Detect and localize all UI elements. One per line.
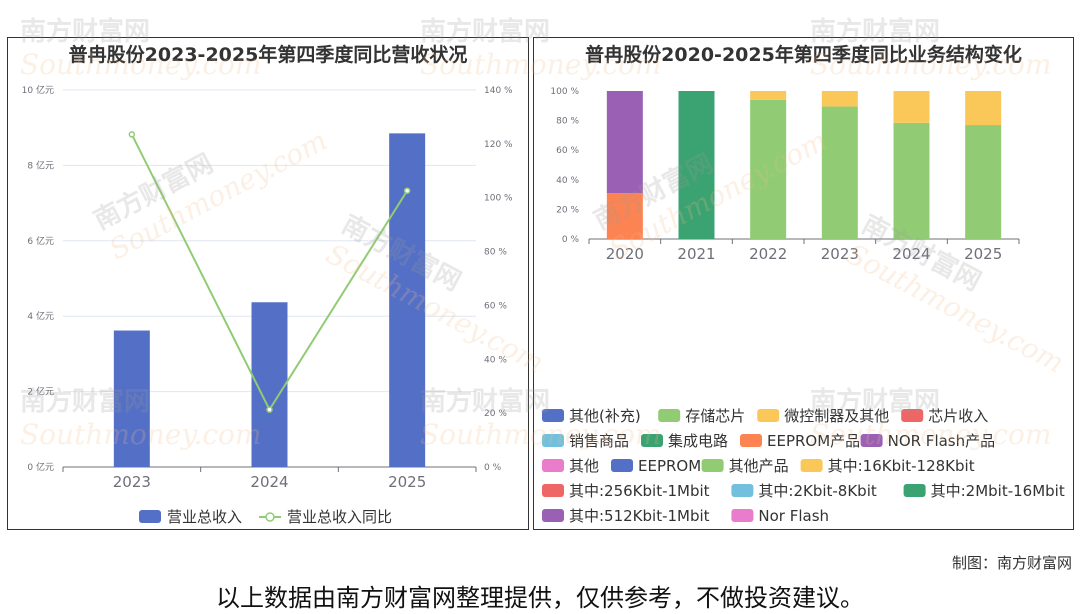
stacked-bar-segment [821,106,858,239]
legend-swatch [731,509,754,522]
legend-swatch [542,409,564,422]
y-tick-label: 0 % [562,235,580,245]
x-tick-label: 2025 [388,473,426,491]
stacked-bar-segment [893,122,930,239]
legend-swatch [731,484,754,497]
legend-swatch [658,409,681,422]
right-chart-title: 普冉股份2020-2025年第四季度同比业务结构变化 [585,44,1022,66]
left-y-tick-label: 4 亿元 [27,310,54,322]
legend-swatch [800,459,823,472]
left-y-tick-label: 6 亿元 [27,235,54,247]
stacked-bar-segment [678,91,715,239]
stacked-bar-segment [606,91,643,194]
legend-swatch [542,434,564,447]
right-y-tick-label: 0 % [484,463,502,473]
legend-label: 其他 [569,457,599,475]
yoy-growth-point [128,131,136,138]
y-tick-label: 100 % [550,87,579,97]
business-structure-chart: 0 % 20 % 40 % 60 % 80 % 100 % 2020 2021 2022 2023… [542,87,1065,525]
legend-label: 其中:512Kbit-1Mbit [569,507,710,525]
stacked-bar-segment [821,91,858,107]
legend-label: 其中:256Kbit-1Mbit [569,482,710,500]
legend-swatch [903,484,926,497]
revenue-bar [113,330,150,467]
legend-label: 营业总收入 [167,508,242,526]
stacked-bar-segment [750,91,787,100]
right-y-tick-label: 20 % [484,409,507,419]
left-y-tick-label: 10 亿元 [22,84,54,96]
legend-swatch [542,459,564,472]
legend-swatch [611,459,633,472]
right-y-tick-label: 100 % [484,194,513,204]
legend-label: 其中:2Kbit-8Kbit [758,482,876,500]
legend-swatch [542,484,564,497]
stacked-bar-segment [893,91,930,123]
right-y-tick-label: 80 % [484,248,507,258]
x-tick-label: 2023 [113,473,151,491]
left-chart-title: 普冉股份2023-2025年第四季度同比营收状况 [68,44,468,66]
yoy-growth-point [266,406,273,413]
legend-label: 销售商品 [569,432,629,450]
x-tick-label: 2020 [606,245,644,263]
legend-label: 营业总收入同比 [287,508,392,526]
legend-label: Nor Flash [758,507,829,525]
stacked-bar-segment [965,91,1002,126]
y-tick-label: 40 % [556,176,579,186]
x-tick-label: 2022 [749,245,787,263]
legend-label: 芯片收入 [928,407,988,425]
legend-swatch [757,409,780,422]
y-tick-label: 60 % [556,146,579,156]
y-tick-label: 20 % [556,205,579,215]
legend-swatch [860,434,883,447]
revenue-chart: 0 亿元 2 亿元 4 亿元 6 亿元 8 亿元 10 亿元 0 % 20 % 40 % 60 %… [22,84,513,526]
legend-label: NOR Flash产品 [888,432,996,450]
stacked-bar-segment [965,125,1002,239]
legend-label: 其他产品 [729,457,789,475]
legend-label: EEPROM [638,457,701,475]
left-y-tick-label: 2 亿元 [27,386,54,398]
x-tick-label: 2021 [677,245,715,263]
legend-swatch [740,434,762,447]
right-y-tick-label: 60 % [484,301,507,311]
revenue-bar [389,133,426,467]
legend-label: 其中:16Kbit-128Kbit [828,457,975,475]
right-y-tick-label: 40 % [484,355,507,365]
right-y-tick-label: 140 % [484,86,513,96]
chart-credit: 制图：南方财富网 [951,554,1072,572]
right-y-tick-label: 120 % [484,140,513,150]
legend-swatch [701,459,724,472]
legend-label: 其中:2Mbit-16Mbit [931,482,1065,500]
yoy-growth-point [403,187,411,194]
legend-label: 集成电路 [668,432,728,450]
x-tick-label: 2024 [250,473,288,491]
legend-swatch [542,509,564,522]
legend-swatch-marker [265,512,275,522]
right-chart-panel: 0 % 20 % 40 % 60 % 80 % 100 % 2020 2021 2022 2023… [533,37,1074,530]
stacked-bar-segment [750,99,787,239]
legend-label: EEPROM产品 [767,432,860,450]
legend-label: 存储芯片 [685,407,745,425]
legend-swatch-bar [139,510,161,523]
legend-label: 其他(补充) [569,407,641,425]
x-tick-label: 2023 [821,245,859,263]
left-y-tick-label: 8 亿元 [27,159,54,171]
legend-label: 微控制器及其他 [784,407,889,425]
legend-swatch [901,409,924,422]
legend-swatch [641,434,663,447]
left-y-tick-label: 0 亿元 [27,461,54,473]
disclaimer-text: 以上数据由南方财富网整理提供，仅供参考，不做投资建议。 [216,584,864,612]
x-tick-label: 2025 [964,245,1002,263]
x-tick-label: 2024 [892,245,930,263]
stacked-bar-segment [606,193,643,239]
left-chart-panel: 0 亿元 2 亿元 4 亿元 6 亿元 8 亿元 10 亿元 0 % 20 % 40 % 60 %… [7,37,529,530]
y-tick-label: 80 % [556,117,579,127]
